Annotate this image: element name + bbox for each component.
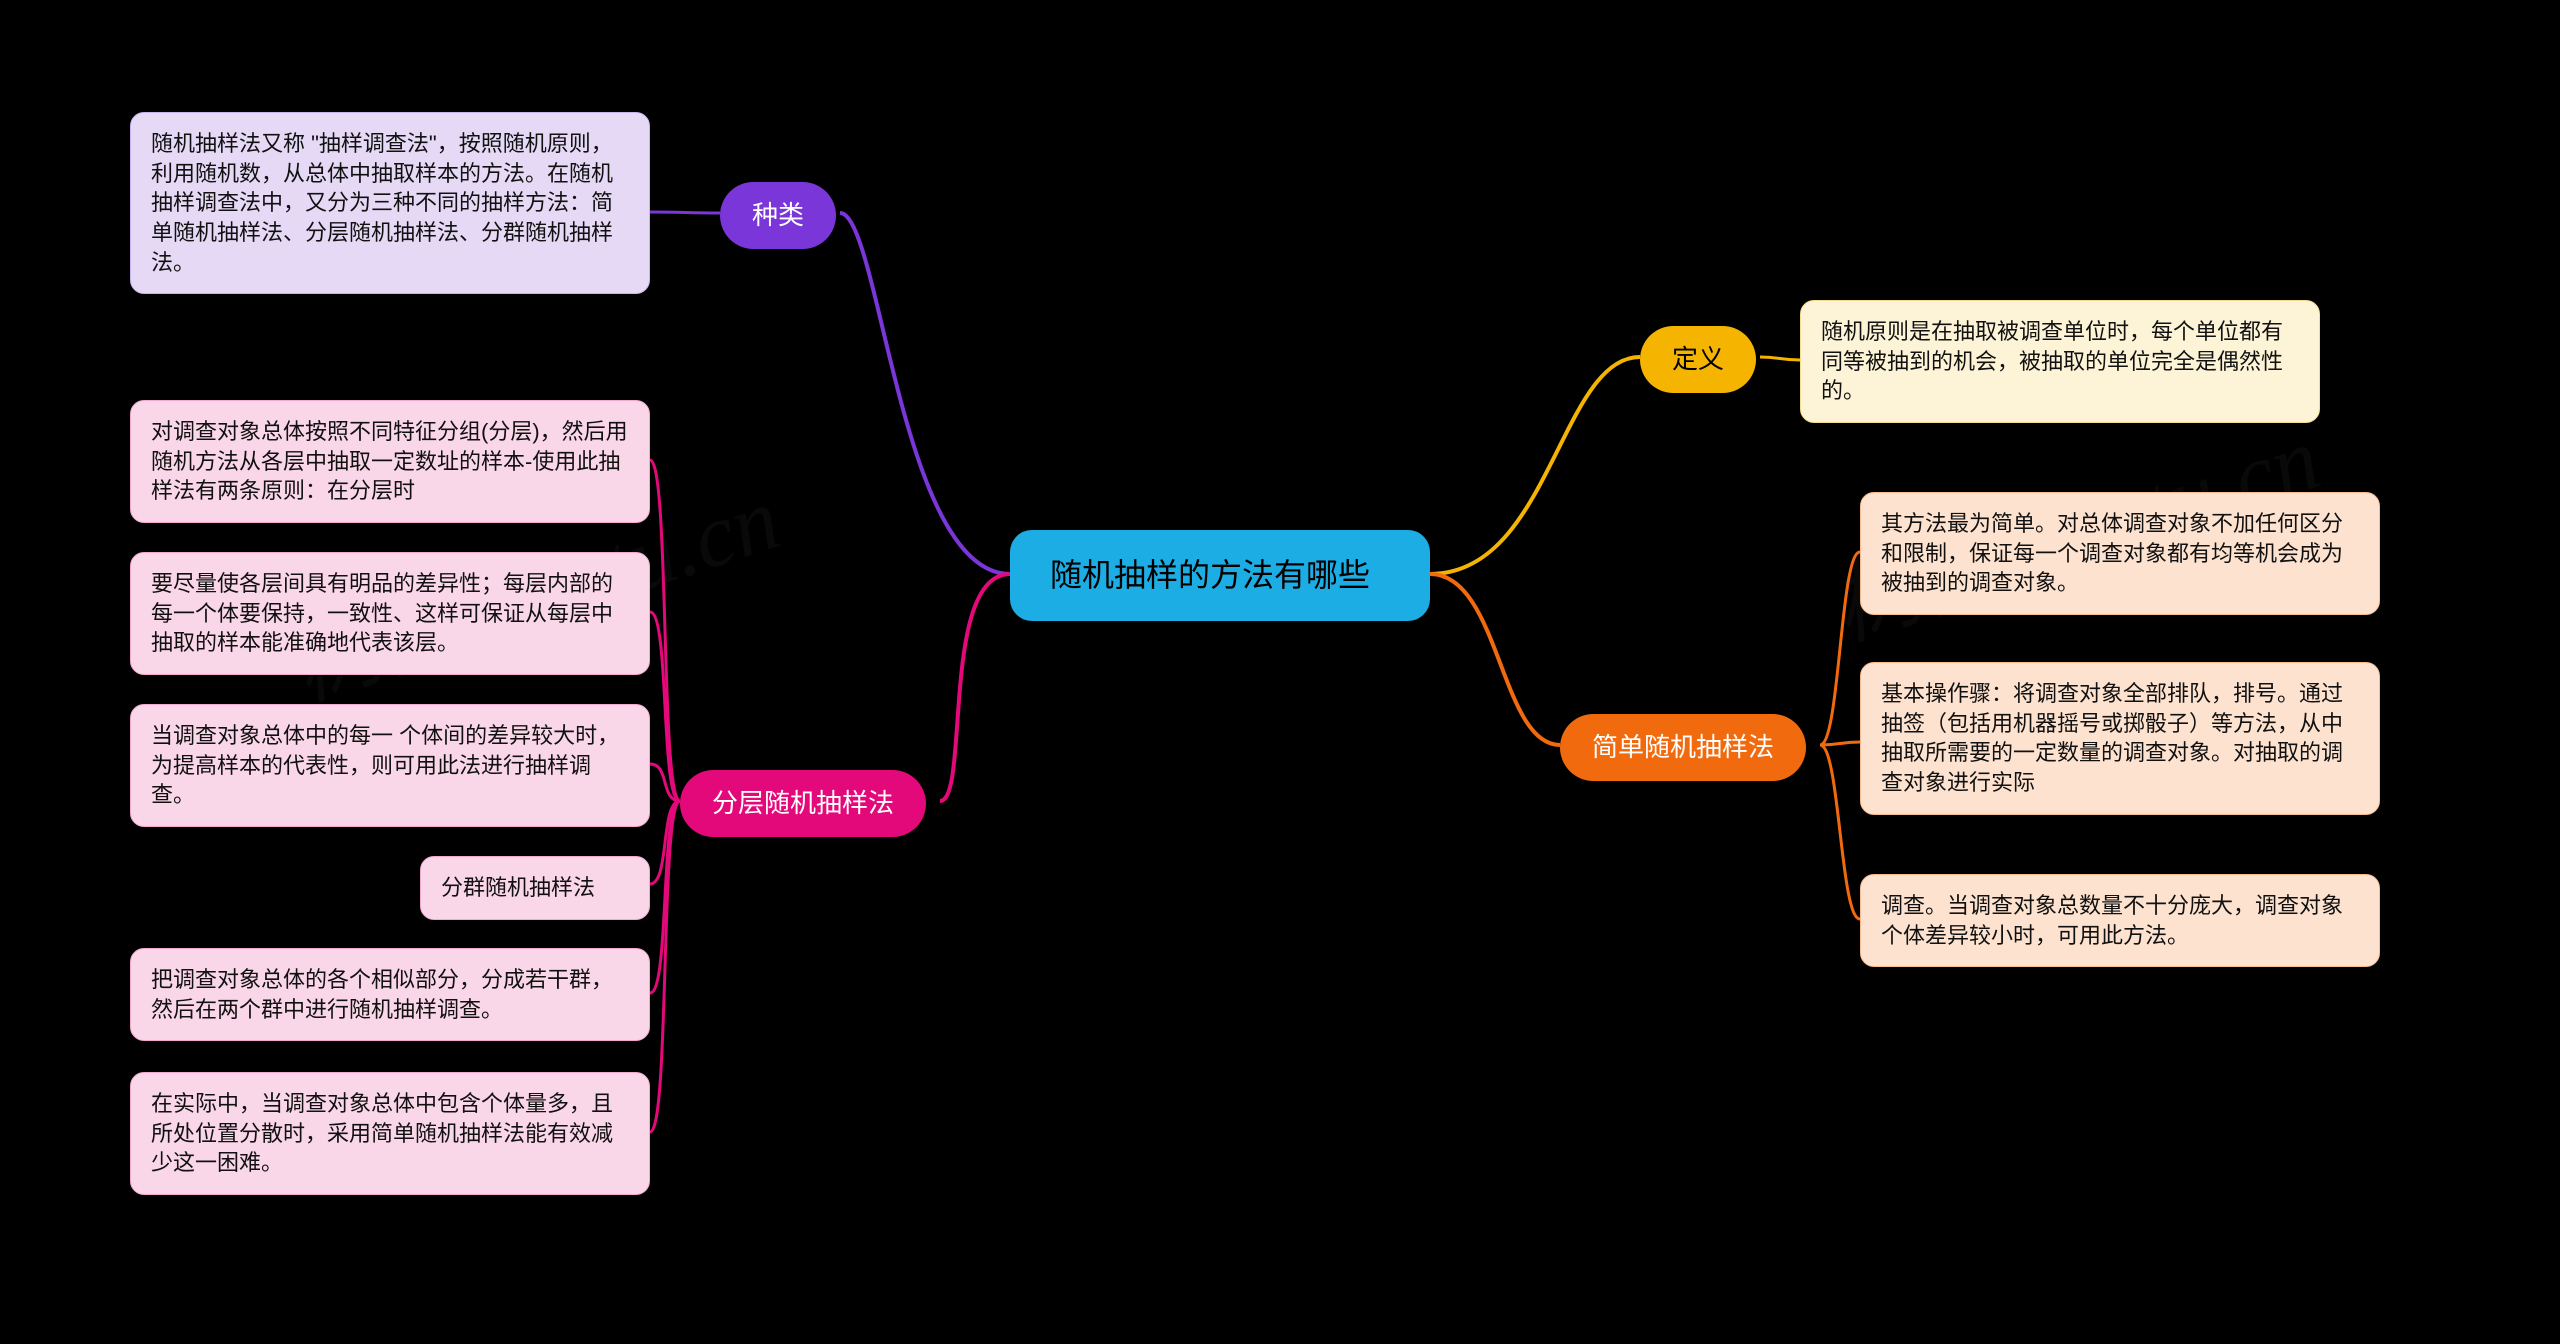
leaf-text: 随机抽样法又称 "抽样调查法"，按照随机原则，利用随机数，从总体中抽取样本的方法… bbox=[151, 131, 613, 275]
leaf-simple-2[interactable]: 基本操作骤：将调查对象全部排队，排号。通过抽签（包括用机器摇号或掷骰子）等方法，… bbox=[1860, 662, 2380, 815]
edge-root-stratified bbox=[940, 574, 1010, 801]
leaf-text: 随机原则是在抽取被调查单位时，每个单位都有同等被抽到的机会，被抽取的单位完全是偶… bbox=[1821, 319, 2283, 403]
branch-definition[interactable]: 定义 bbox=[1640, 326, 1756, 393]
edge-strat-l1 bbox=[650, 460, 680, 801]
edge-simple-l2 bbox=[1820, 742, 1860, 745]
leaf-simple-3[interactable]: 调查。当调查对象总数量不十分庞大，调查对象个体差异较小时，可用此方法。 bbox=[1860, 874, 2380, 967]
edge-types-leaf bbox=[650, 212, 720, 213]
edge-strat-l2 bbox=[650, 612, 680, 801]
leaf-text: 在实际中，当调查对象总体中包含个体量多，且所处位置分散时，采用简单随机抽样法能有… bbox=[151, 1091, 613, 1175]
edge-strat-l4 bbox=[650, 801, 680, 884]
leaf-text: 当调查对象总体中的每一 个体间的差异较大时，为提高样本的代表性，则可用此法进行抽… bbox=[151, 723, 619, 807]
branch-simple[interactable]: 简单随机抽样法 bbox=[1560, 714, 1806, 781]
leaf-text: 调查。当调查对象总数量不十分庞大，调查对象个体差异较小时，可用此方法。 bbox=[1881, 893, 2343, 948]
branch-label: 简单随机抽样法 bbox=[1592, 732, 1774, 762]
leaf-stratified-3[interactable]: 当调查对象总体中的每一 个体间的差异较大时，为提高样本的代表性，则可用此法进行抽… bbox=[130, 704, 650, 827]
leaf-stratified-5[interactable]: 把调查对象总体的各个相似部分，分成若干群，然后在两个群中进行随机抽样调查。 bbox=[130, 948, 650, 1041]
branch-types[interactable]: 种类 bbox=[720, 182, 836, 249]
edge-strat-l6 bbox=[650, 801, 680, 1132]
leaf-simple-1[interactable]: 其方法最为简单。对总体调查对象不加任何区分和限制，保证每一个调查对象都有均等机会… bbox=[1860, 492, 2380, 615]
leaf-stratified-6[interactable]: 在实际中，当调查对象总体中包含个体量多，且所处位置分散时，采用简单随机抽样法能有… bbox=[130, 1072, 650, 1195]
leaf-text: 对调查对象总体按照不同特征分组(分层)，然后用随机方法从各层中抽取一定数址的样本… bbox=[151, 419, 628, 503]
leaf-text: 要尽量使各层间具有明品的差异性；每层内部的每一个体要保持，一致性、这样可保证从每… bbox=[151, 571, 613, 655]
edge-root-types bbox=[840, 213, 1010, 574]
branch-label: 种类 bbox=[752, 200, 804, 230]
leaf-stratified-1[interactable]: 对调查对象总体按照不同特征分组(分层)，然后用随机方法从各层中抽取一定数址的样本… bbox=[130, 400, 650, 523]
leaf-stratified-2[interactable]: 要尽量使各层间具有明品的差异性；每层内部的每一个体要保持，一致性、这样可保证从每… bbox=[130, 552, 650, 675]
mindmap-root[interactable]: 随机抽样的方法有哪些 bbox=[1010, 530, 1430, 621]
leaf-stratified-4[interactable]: 分群随机抽样法 bbox=[420, 856, 650, 920]
leaf-text: 把调查对象总体的各个相似部分，分成若干群，然后在两个群中进行随机抽样调查。 bbox=[151, 967, 613, 1022]
edge-simple-l1 bbox=[1820, 552, 1860, 745]
root-label: 随机抽样的方法有哪些 bbox=[1050, 557, 1370, 593]
edge-def-leaf bbox=[1760, 357, 1800, 360]
leaf-definition-1[interactable]: 随机原则是在抽取被调查单位时，每个单位都有同等被抽到的机会，被抽取的单位完全是偶… bbox=[1800, 300, 2320, 423]
branch-label: 分层随机抽样法 bbox=[712, 788, 894, 818]
branch-label: 定义 bbox=[1672, 344, 1724, 374]
edge-root-definition bbox=[1430, 357, 1640, 574]
leaf-types-desc[interactable]: 随机抽样法又称 "抽样调查法"，按照随机原则，利用随机数，从总体中抽取样本的方法… bbox=[130, 112, 650, 294]
leaf-text: 其方法最为简单。对总体调查对象不加任何区分和限制，保证每一个调查对象都有均等机会… bbox=[1881, 511, 2343, 595]
edge-root-simple bbox=[1430, 574, 1560, 745]
edge-strat-l3 bbox=[650, 764, 680, 801]
leaf-text: 基本操作骤：将调查对象全部排队，排号。通过抽签（包括用机器摇号或掷骰子）等方法，… bbox=[1881, 681, 2343, 795]
edge-strat-l5 bbox=[650, 801, 680, 993]
leaf-text: 分群随机抽样法 bbox=[441, 875, 595, 900]
edge-simple-l3 bbox=[1820, 745, 1860, 919]
branch-stratified[interactable]: 分层随机抽样法 bbox=[680, 770, 926, 837]
